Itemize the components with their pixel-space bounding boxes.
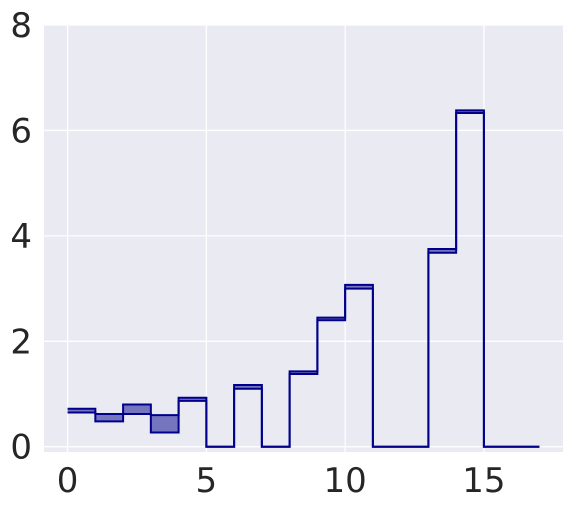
y-tick-label: 6 — [10, 111, 32, 151]
y-tick-label: 4 — [10, 217, 32, 257]
fill-segment — [289, 371, 318, 374]
x-tick-label: 10 — [323, 461, 366, 501]
grid-lines — [44, 24, 563, 452]
fill-segment — [150, 415, 179, 433]
series-step-line-2 — [67, 112, 540, 448]
fill-segment — [345, 284, 373, 289]
fill-segment — [317, 317, 346, 321]
fill-between-area — [67, 110, 484, 433]
series-lines — [67, 109, 540, 448]
plot-background — [44, 25, 563, 452]
fill-segment — [428, 249, 457, 253]
x-tick-label: 5 — [196, 461, 218, 501]
fill-segment — [67, 408, 96, 413]
x-tick-label: 0 — [57, 461, 79, 501]
fill-segment — [234, 385, 262, 389]
fill-segment — [456, 110, 484, 114]
fill-segment — [95, 414, 124, 422]
fill-segment — [178, 397, 207, 401]
y-tick-label: 8 — [10, 6, 32, 46]
fill-segment — [123, 404, 151, 415]
y-tick-label: 2 — [10, 322, 32, 362]
x-tick-label: 15 — [462, 461, 505, 501]
y-tick-label: 0 — [10, 428, 32, 468]
tick-labels: 0 5 10 15 0 2 4 6 8 — [10, 6, 505, 501]
